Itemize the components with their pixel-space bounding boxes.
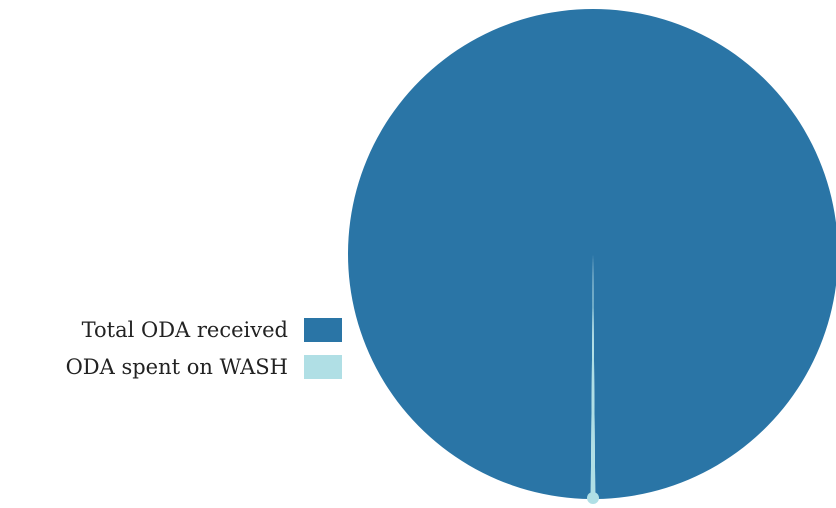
legend-swatch-total-oda (304, 317, 342, 342)
legend-label-oda-wash: ODA spent on WASH (65, 354, 288, 379)
legend: Total ODA received ODA spent on WASH (66, 316, 342, 390)
legend-swatch-oda-wash (304, 354, 342, 379)
pie-slice-oda-spent-on-wash (590, 254, 596, 499)
pie-slice-total-oda-received (348, 8, 836, 499)
legend-item-oda-wash: ODA spent on WASH (66, 353, 342, 380)
pie-slice-marker-oda-spent-on-wash (587, 492, 599, 504)
legend-label-total-oda: Total ODA received (81, 317, 288, 342)
legend-item-total-oda: Total ODA received (66, 316, 342, 343)
